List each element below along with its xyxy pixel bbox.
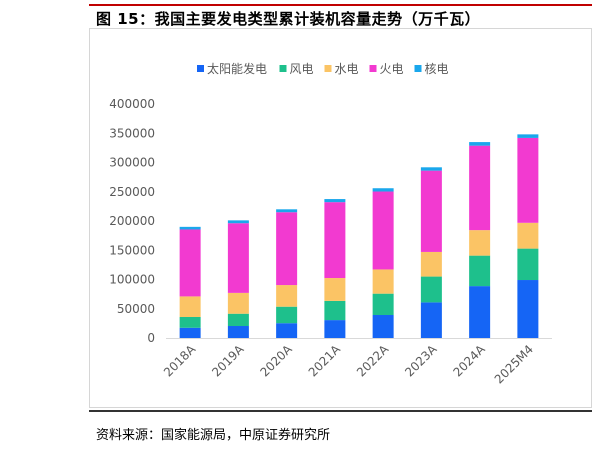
- x-tick-label: 2021A: [306, 342, 344, 380]
- source-top-rule: [89, 410, 592, 412]
- figure-title: 图 15：我国主要发电类型累计装机容量走势（万千瓦）: [96, 10, 481, 28]
- bar-segment: [179, 296, 201, 317]
- legend-item: 火电: [369, 62, 404, 76]
- bar-segment: [372, 191, 394, 270]
- legend-label: 火电: [380, 62, 404, 76]
- bar-segment: [420, 302, 442, 338]
- bar-stacks: [179, 134, 539, 338]
- y-tick-label: 300000: [109, 156, 155, 170]
- bar-segment: [372, 269, 394, 294]
- bar-segment: [179, 229, 201, 297]
- bar-segment: [372, 315, 394, 338]
- bar-segment: [227, 313, 249, 326]
- y-tick-label: 350000: [109, 126, 155, 140]
- bar-segment: [276, 323, 298, 338]
- bar-segment: [227, 326, 249, 338]
- legend-swatch: [414, 65, 422, 72]
- bar-segment: [469, 286, 491, 338]
- bar-segment: [324, 278, 346, 301]
- bar-stack: [420, 167, 442, 338]
- bar-segment: [420, 167, 442, 171]
- y-tick-label: 50000: [117, 302, 155, 316]
- source-note: 资料来源：国家能源局，中原证券研究所: [96, 428, 331, 443]
- legend-item: 风电: [279, 62, 314, 76]
- y-tick-label: 200000: [109, 214, 155, 228]
- x-tick-label: 2022A: [354, 342, 392, 380]
- title-top-rule: [89, 4, 592, 6]
- bar-segment: [276, 209, 298, 213]
- bar-segment: [276, 285, 298, 307]
- legend-label: 太阳能发电: [207, 61, 267, 76]
- bar-segment: [469, 142, 491, 146]
- x-axis: 2018A 2019A 2020A 2021A 2022A 2023A 2024A 2025M…: [161, 338, 552, 386]
- bar-segment: [324, 202, 346, 279]
- bar-segment: [179, 317, 201, 328]
- bar-segment: [324, 199, 346, 203]
- bar-segment: [227, 220, 249, 224]
- bar-segment: [517, 248, 539, 281]
- x-tick-label: 2024A: [450, 342, 488, 380]
- bar-segment: [517, 222, 539, 249]
- bar-segment: [517, 137, 539, 223]
- bar-segment: [420, 251, 442, 277]
- y-tick-label: 400000: [109, 97, 155, 111]
- legend-swatch: [279, 65, 287, 72]
- x-tick-label: 2019A: [209, 342, 247, 380]
- bar-segment: [469, 255, 491, 287]
- legend-label: 核电: [425, 62, 449, 76]
- legend-item: 核电: [414, 62, 449, 76]
- bar-stack: [517, 134, 539, 338]
- bar-segment: [276, 306, 298, 324]
- bar-segment: [179, 327, 201, 338]
- bar-stack: [324, 199, 346, 338]
- legend-swatch: [324, 65, 332, 72]
- bar-stack: [179, 226, 201, 338]
- bar-segment: [372, 188, 394, 192]
- legend-swatch: [197, 65, 204, 72]
- bar-segment: [469, 145, 491, 231]
- bar-segment: [517, 280, 539, 338]
- x-tick-label: 2018A: [161, 342, 199, 380]
- y-tick-label: 250000: [109, 185, 155, 199]
- bar-segment: [324, 300, 346, 321]
- y-tick-label: 100000: [109, 273, 155, 287]
- bar-segment: [227, 292, 249, 314]
- legend-item: 水电: [324, 62, 359, 76]
- bar-segment: [469, 230, 491, 256]
- bar-segment: [420, 276, 442, 303]
- bar-segment: [372, 293, 394, 316]
- bar-stack: [276, 209, 298, 338]
- legend-swatch: [369, 65, 377, 72]
- bar-segment: [276, 212, 298, 286]
- y-tick-label: 150000: [109, 243, 155, 257]
- bar-segment: [420, 170, 442, 252]
- x-tick-label: 2023A: [402, 342, 440, 380]
- x-tick-label: 2020A: [257, 342, 295, 380]
- legend-label: 水电: [335, 62, 359, 76]
- bar-stack: [372, 188, 394, 338]
- bar-segment: [324, 320, 346, 338]
- x-tick-label: 2025M4: [492, 342, 536, 386]
- y-tick-label: 0: [147, 331, 155, 345]
- bar-segment: [227, 223, 249, 293]
- bar-segment: [179, 226, 201, 230]
- bar-stack: [227, 220, 249, 338]
- bar-segment: [517, 134, 539, 138]
- legend-label: 风电: [290, 62, 314, 76]
- legend-item: 太阳能发电: [197, 61, 267, 76]
- bar-stack: [469, 142, 491, 338]
- chart-legend: 太阳能发电 风电 水电 火电 核电: [197, 61, 449, 76]
- chart-frame: [89, 28, 592, 408]
- y-axis: 0 50000 100000 150000 200000 250000 300000 3500…: [109, 97, 155, 345]
